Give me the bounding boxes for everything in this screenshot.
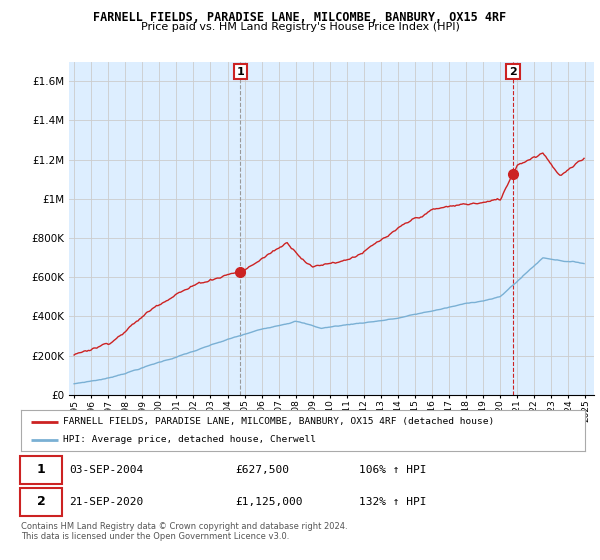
Text: 1: 1	[236, 67, 244, 77]
Text: 106% ↑ HPI: 106% ↑ HPI	[359, 465, 427, 475]
Text: HPI: Average price, detached house, Cherwell: HPI: Average price, detached house, Cher…	[64, 435, 316, 444]
Text: FARNELL FIELDS, PARADISE LANE, MILCOMBE, BANBURY, OX15 4RF: FARNELL FIELDS, PARADISE LANE, MILCOMBE,…	[94, 11, 506, 24]
Text: 2: 2	[37, 496, 46, 508]
Text: 03-SEP-2004: 03-SEP-2004	[69, 465, 143, 475]
Text: Price paid vs. HM Land Registry's House Price Index (HPI): Price paid vs. HM Land Registry's House …	[140, 22, 460, 32]
Text: Contains HM Land Registry data © Crown copyright and database right 2024.
This d: Contains HM Land Registry data © Crown c…	[21, 522, 347, 542]
Text: 1: 1	[37, 463, 46, 476]
Text: £1,125,000: £1,125,000	[235, 497, 303, 507]
Text: 2: 2	[509, 67, 517, 77]
Text: 132% ↑ HPI: 132% ↑ HPI	[359, 497, 427, 507]
FancyBboxPatch shape	[20, 488, 62, 516]
FancyBboxPatch shape	[20, 455, 62, 484]
Text: £627,500: £627,500	[235, 465, 289, 475]
Text: 21-SEP-2020: 21-SEP-2020	[69, 497, 143, 507]
Text: FARNELL FIELDS, PARADISE LANE, MILCOMBE, BANBURY, OX15 4RF (detached house): FARNELL FIELDS, PARADISE LANE, MILCOMBE,…	[64, 417, 494, 426]
